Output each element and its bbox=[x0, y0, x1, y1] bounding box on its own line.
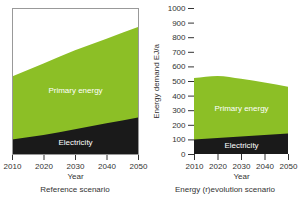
svg-text:2050: 2050 bbox=[130, 162, 148, 171]
svg-text:1000: 1000 bbox=[168, 4, 186, 13]
svg-text:600: 600 bbox=[172, 62, 186, 71]
svg-text:2030: 2030 bbox=[233, 162, 251, 171]
svg-text:0: 0 bbox=[181, 150, 186, 159]
html-text:Energy (r)evolution scenario: Energy (r)evolution scenario bbox=[175, 185, 275, 194]
svg-text:Year: Year bbox=[233, 172, 250, 181]
svg-text:200: 200 bbox=[172, 121, 186, 130]
svg-text:100: 100 bbox=[172, 135, 186, 144]
svg-text:700: 700 bbox=[172, 48, 186, 57]
svg-text:Year: Year bbox=[67, 172, 84, 181]
svg-text:2050: 2050 bbox=[280, 162, 298, 171]
svg-text:500: 500 bbox=[172, 77, 186, 86]
svg-text:400: 400 bbox=[172, 92, 186, 101]
svg-text:2040: 2040 bbox=[256, 162, 274, 171]
svg-text:2040: 2040 bbox=[98, 162, 116, 171]
svg-text:2010: 2010 bbox=[186, 162, 204, 171]
svg-text:2020: 2020 bbox=[209, 162, 227, 171]
svg-text:Primary energy: Primary energy bbox=[214, 104, 268, 113]
svg-text:Primary energy: Primary energy bbox=[48, 86, 102, 95]
svg-text:2010: 2010 bbox=[4, 162, 22, 171]
svg-text:800: 800 bbox=[172, 33, 186, 42]
svg-text:Electricity: Electricity bbox=[224, 141, 258, 150]
svg-text:Energy demand EJ/a: Energy demand EJ/a bbox=[152, 44, 161, 119]
svg-text:900: 900 bbox=[172, 19, 186, 28]
html-text:Reference scenario: Reference scenario bbox=[40, 185, 110, 194]
svg-text:2020: 2020 bbox=[35, 162, 53, 171]
svg-text:Electricity: Electricity bbox=[58, 138, 92, 147]
svg-text:2030: 2030 bbox=[67, 162, 85, 171]
svg-text:300: 300 bbox=[172, 106, 186, 115]
